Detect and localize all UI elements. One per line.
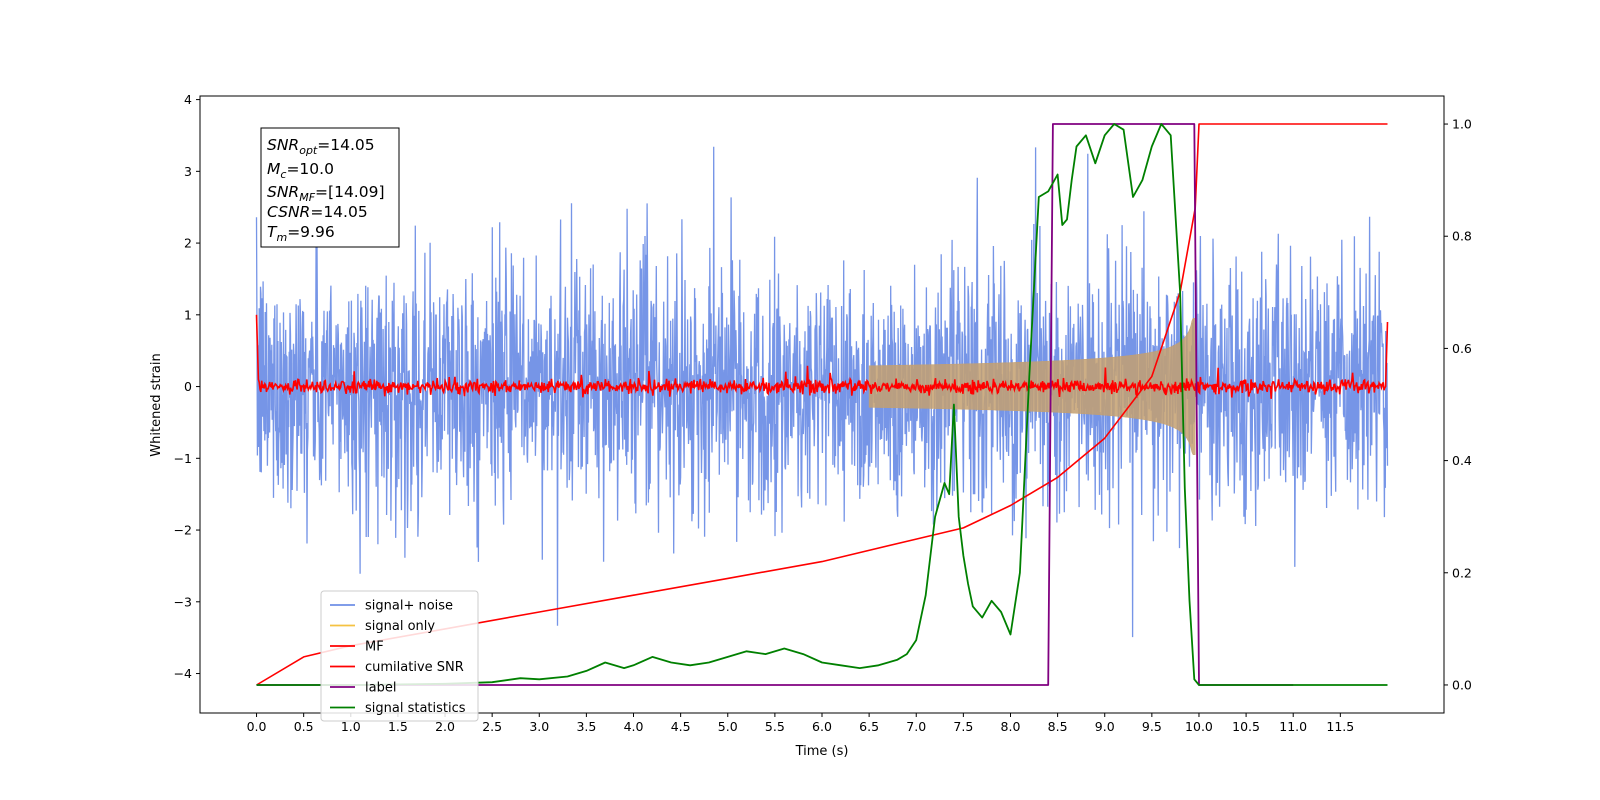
x-tick-label: 5.0 xyxy=(718,719,738,734)
x-tick-label: 4.0 xyxy=(624,719,644,734)
x-tick-label: 9.5 xyxy=(1142,719,1162,734)
x-tick-label: 1.0 xyxy=(341,719,361,734)
y-tick-label: 0 xyxy=(184,379,192,394)
legend-label: signal only xyxy=(365,619,435,634)
info-mc: Mc=10.0 xyxy=(267,160,334,181)
y-right-tick-label: 0.4 xyxy=(1452,453,1472,468)
x-tick-label: 4.5 xyxy=(671,719,691,734)
x-tick-label: 8.5 xyxy=(1048,719,1068,734)
x-tick-label: 1.5 xyxy=(388,719,408,734)
y-tick-label: 1 xyxy=(184,307,192,322)
legend-label: cumilative SNR xyxy=(365,660,464,675)
x-tick-label: 10.0 xyxy=(1185,719,1213,734)
y-tick-label: −2 xyxy=(174,523,192,538)
x-tick-label: 8.0 xyxy=(1001,719,1021,734)
x-tick-label: 2.5 xyxy=(482,719,502,734)
x-tick-label: 2.0 xyxy=(435,719,455,734)
x-tick-label: 7.0 xyxy=(906,719,926,734)
series-mf xyxy=(255,314,1389,399)
legend-label: label xyxy=(365,681,396,696)
y-right-tick-label: 0.0 xyxy=(1452,677,1472,692)
x-tick-label: 7.5 xyxy=(953,719,973,734)
x-tick-label: 10.5 xyxy=(1232,719,1260,734)
y-tick-label: 3 xyxy=(184,164,192,179)
x-tick-label: 3.0 xyxy=(529,719,549,734)
x-tick-label: 6.5 xyxy=(859,719,879,734)
series-signal-statistics xyxy=(256,123,1388,686)
x-axis-label: Time (s) xyxy=(795,744,849,759)
x-tick-label: 5.5 xyxy=(765,719,785,734)
legend: signal+ noise signal only MF cumilative SNR… xyxy=(320,590,479,722)
x-tick-label: 0.0 xyxy=(247,719,267,734)
x-tick-label: 11.0 xyxy=(1279,719,1307,734)
y-tick-label: 2 xyxy=(184,236,192,251)
legend-label: MF xyxy=(365,640,384,655)
tick-labels: 0.0 0.5 1.0 1.5 2.0 2.5 3.0 3.5 4.0 4.5 5.0 5.5 6.0 6… xyxy=(174,92,1472,734)
x-tick-label: 11.5 xyxy=(1326,719,1354,734)
y-tick-label: −3 xyxy=(174,594,192,609)
info-tm: Tm=9.96 xyxy=(267,223,335,244)
info-snr-mf: SNRMF=[14.09] xyxy=(267,183,385,204)
info-csnr: CSNR=14.05 xyxy=(267,203,368,221)
y-right-tick-label: 0.2 xyxy=(1452,565,1472,580)
y-axis-label: Whitened strain xyxy=(149,353,164,456)
x-tick-label: 9.0 xyxy=(1095,719,1115,734)
y-right-tick-label: 0.8 xyxy=(1452,229,1472,244)
legend-label: signal statistics xyxy=(365,701,466,716)
info-box: SNRopt=14.05 Mc=10.0 SNRMF=[14.09] CSNR=… xyxy=(260,127,400,248)
y-right-tick-label: 0.6 xyxy=(1452,341,1472,356)
legend-label: signal+ noise xyxy=(365,599,453,614)
y-tick-label: −1 xyxy=(174,451,192,466)
y-tick-label: 4 xyxy=(184,92,192,107)
y-tick-label: −4 xyxy=(174,666,192,681)
x-tick-label: 3.5 xyxy=(576,719,596,734)
x-tick-label: 6.0 xyxy=(812,719,832,734)
y-right-tick-label: 1.0 xyxy=(1452,117,1472,132)
info-snr-opt: SNRopt=14.05 xyxy=(267,136,375,157)
x-tick-label: 0.5 xyxy=(294,719,314,734)
